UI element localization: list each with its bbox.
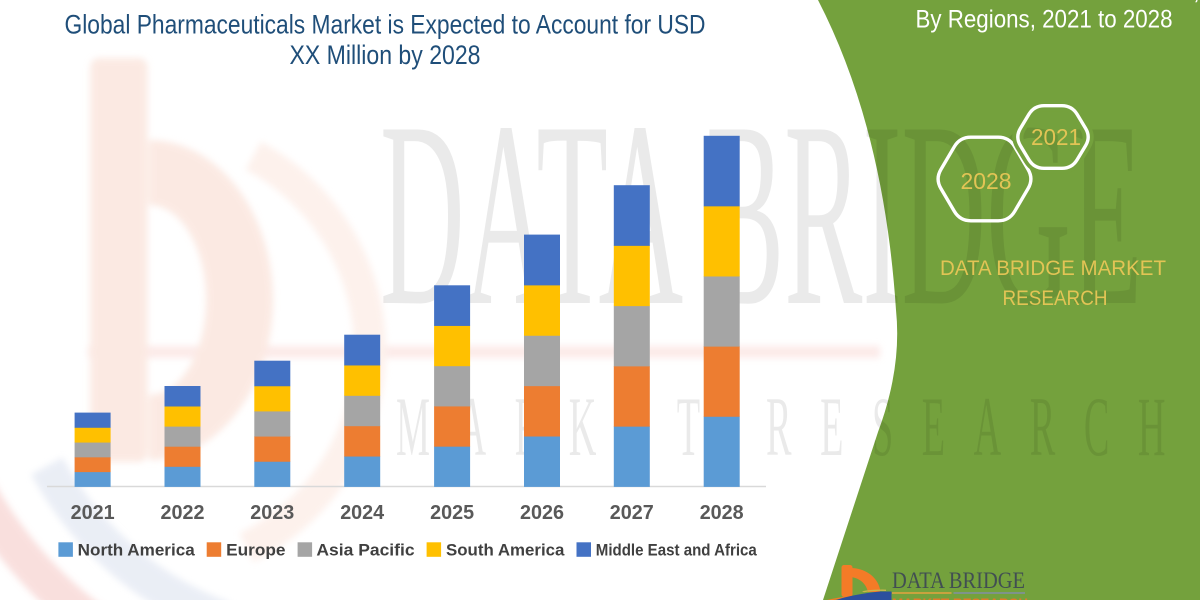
svg-text:2026: 2026 xyxy=(520,501,564,524)
svg-text:2025: 2025 xyxy=(430,501,474,524)
svg-text:2027: 2027 xyxy=(610,501,654,524)
svg-text:MARKET RESEARCH: MARKET RESEARCH xyxy=(396,380,1194,474)
svg-text:Global Pharmaceuticals Market: Global Pharmaceuticals Market is Expecte… xyxy=(65,10,706,40)
svg-text:2022: 2022 xyxy=(161,501,205,524)
svg-text:Middle East and Africa: Middle East and Africa xyxy=(596,541,757,560)
svg-text:2021: 2021 xyxy=(71,501,115,524)
svg-text:By Regions, 2021 to 2028: By Regions, 2021 to 2028 xyxy=(916,6,1173,34)
svg-text:Europe: Europe xyxy=(226,541,285,560)
svg-text:,: , xyxy=(1193,0,1200,5)
svg-text:DATA BRIDGE MARKET: DATA BRIDGE MARKET xyxy=(940,256,1166,280)
svg-text:North America: North America xyxy=(78,541,196,560)
svg-text:XX Million by 2028: XX Million by 2028 xyxy=(290,40,481,70)
svg-text:DATA BRIDGE: DATA BRIDGE xyxy=(380,68,1142,362)
svg-text:RESEARCH: RESEARCH xyxy=(1003,286,1108,310)
svg-text:South America: South America xyxy=(446,541,565,560)
svg-text:DATA BRIDGE: DATA BRIDGE xyxy=(892,568,1025,593)
svg-text:2021: 2021 xyxy=(1031,124,1081,150)
svg-text:2028: 2028 xyxy=(961,168,1012,194)
svg-text:2023: 2023 xyxy=(250,501,294,524)
svg-text:Asia Pacific: Asia Pacific xyxy=(316,541,414,560)
svg-text:MARKET RESEARCH: MARKET RESEARCH xyxy=(892,597,1028,600)
svg-text:2028: 2028 xyxy=(700,501,744,524)
svg-text:2024: 2024 xyxy=(340,501,385,524)
